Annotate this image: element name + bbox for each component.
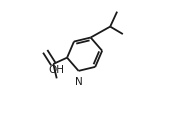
Text: OH: OH <box>49 65 65 75</box>
Text: N: N <box>75 77 83 87</box>
